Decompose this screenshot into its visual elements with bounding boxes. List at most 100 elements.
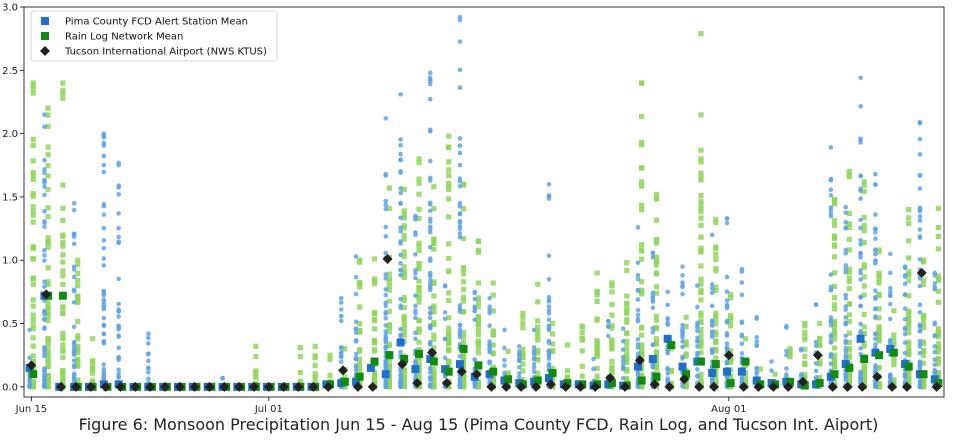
rainlog-station-point	[401, 186, 407, 192]
pima-station-point	[502, 357, 507, 363]
rainlog-station-point	[639, 288, 645, 295]
rainlog-station-point	[446, 159, 452, 165]
airport-point	[56, 381, 67, 392]
pima-station-point	[42, 248, 47, 253]
rainlog-mean-point	[741, 357, 750, 366]
rainlog-station-point	[460, 294, 467, 301]
rainlog-station-point	[386, 357, 392, 363]
rainlog-station-point	[312, 375, 318, 381]
rainlog-station-point	[30, 82, 36, 88]
rainlog-station-point	[312, 362, 318, 369]
pima-station-point	[917, 186, 923, 191]
pima-station-point	[398, 296, 403, 302]
rainlog-station-point	[460, 298, 467, 304]
pima-station-point	[338, 307, 344, 312]
pima-station-point	[146, 341, 151, 346]
airport-point	[827, 381, 838, 392]
pima-station-point	[42, 112, 47, 117]
pima-station-point	[398, 272, 403, 278]
rainlog-station-point	[431, 376, 437, 382]
pima-station-point	[71, 288, 77, 294]
pima-station-point	[398, 333, 403, 339]
pima-station-point	[42, 170, 47, 176]
pima-station-point	[932, 281, 938, 286]
pima-station-point	[917, 276, 923, 281]
rainlog-station-point	[45, 214, 51, 220]
pima-station-point	[828, 176, 834, 182]
pima-station-point	[620, 365, 626, 370]
rainlog-station-point	[698, 222, 704, 229]
rainlog-station-point	[460, 376, 467, 382]
rainlog-station-point	[386, 205, 392, 212]
pima-station-point	[902, 265, 908, 271]
rainlog-station-point	[416, 180, 422, 186]
pima-station-point	[383, 171, 389, 177]
pima-station-point	[383, 234, 389, 239]
pima-station-point	[71, 358, 77, 363]
rainlog-station-point	[431, 384, 437, 390]
rainlog-station-point	[45, 105, 51, 111]
y-tick-label: 2.5	[2, 66, 18, 77]
pima-station-point	[487, 339, 492, 344]
pima-station-point	[398, 305, 403, 311]
pima-station-point	[917, 120, 923, 126]
rainlog-station-point	[831, 355, 838, 361]
pima-station-point	[680, 356, 685, 361]
pima-station-point	[650, 250, 656, 256]
pima-station-point	[873, 336, 878, 342]
pima-station-point	[784, 352, 789, 358]
pima-station-point	[383, 377, 389, 382]
rainlog-station-point	[906, 330, 912, 336]
rainlog-station-point	[60, 378, 66, 385]
pima-station-point	[383, 309, 389, 315]
pima-station-point	[101, 263, 107, 268]
pima-station-point	[398, 215, 403, 221]
pima-station-point	[101, 306, 107, 312]
rainlog-station-point	[60, 368, 66, 374]
rainlog-station-point	[89, 370, 96, 376]
pima-station-point	[472, 290, 478, 296]
rainlog-station-point	[75, 297, 81, 303]
rainlog-station-point	[75, 377, 81, 383]
rainlog-mean-point	[815, 379, 824, 388]
pima-station-point	[680, 384, 685, 389]
pima-station-point	[116, 367, 121, 372]
rainlog-station-point	[861, 311, 867, 318]
rainlog-station-point	[30, 359, 36, 365]
rainlog-station-point	[920, 378, 927, 384]
rainlog-station-point	[460, 279, 467, 285]
pima-station-point	[754, 339, 760, 344]
airport-point	[367, 381, 378, 392]
rainlog-station-point	[253, 343, 259, 349]
rainlog-station-point	[935, 370, 941, 376]
pima-station-point	[338, 300, 344, 305]
rainlog-station-point	[297, 345, 303, 351]
rainlog-station-point	[831, 359, 838, 365]
rainlog-station-point	[75, 333, 81, 339]
pima-station-point	[427, 175, 433, 181]
pima-station-point	[695, 335, 700, 341]
pima-station-point	[546, 363, 552, 368]
rainlog-mean-point	[652, 372, 661, 381]
rainlog-station-point	[431, 206, 437, 212]
pima-station-point	[116, 211, 121, 216]
rainlog-station-point	[371, 326, 378, 332]
pima-station-point	[353, 339, 359, 344]
pima-station-point	[383, 323, 389, 328]
rainlog-station-point	[817, 361, 823, 367]
pima-station-point	[427, 75, 433, 80]
rainlog-station-point	[713, 316, 719, 322]
airport-point	[70, 381, 81, 392]
pima-mean-point	[381, 370, 390, 379]
y-tick-label: 2.0	[2, 129, 18, 140]
rainlog-station-point	[416, 326, 422, 333]
rainlog-station-point	[312, 343, 318, 349]
pima-station-point	[784, 348, 789, 354]
rainlog-station-point	[475, 247, 481, 253]
pima-station-point	[146, 376, 151, 382]
pima-station-point	[754, 316, 760, 321]
pima-station-point	[858, 137, 863, 143]
pima-station-point	[27, 377, 32, 382]
rainlog-station-point	[60, 239, 66, 246]
pima-station-point	[457, 200, 463, 206]
